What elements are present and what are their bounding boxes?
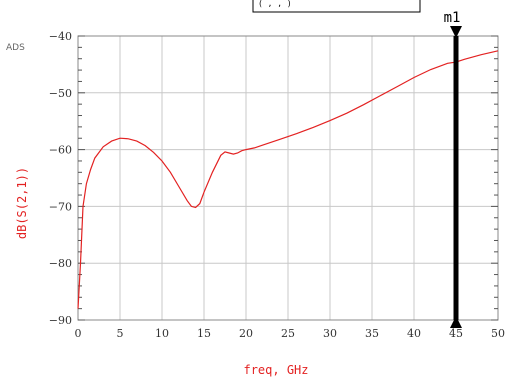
x-tick-label: 35 bbox=[365, 327, 379, 340]
marker-label: m1 bbox=[444, 10, 461, 26]
y-tick-label: −60 bbox=[49, 144, 72, 157]
plot-frame bbox=[77, 35, 499, 321]
series-line bbox=[77, 50, 499, 309]
y-axis-label: dB(S(2,1)) bbox=[15, 167, 29, 239]
x-axis-label: freq, GHz bbox=[243, 363, 308, 377]
x-tick-label: 20 bbox=[239, 327, 253, 340]
ads-label: ADS bbox=[6, 43, 25, 53]
y-tick-label: −80 bbox=[49, 257, 72, 270]
y-tick-label: −40 bbox=[49, 30, 72, 43]
x-tick-label: 0 bbox=[75, 327, 82, 340]
x-tick-labels: 0 5 10 15 20 25 30 35 40 45 50 bbox=[75, 327, 506, 340]
y-tick-labels: −40 −50 −60 −70 −80 −90 bbox=[49, 30, 72, 327]
x-tick-label: 50 bbox=[491, 327, 505, 340]
marker-bottom-triangle-icon[interactable] bbox=[450, 316, 462, 328]
y-tick-label: −90 bbox=[49, 314, 72, 327]
x-tick-label: 25 bbox=[281, 327, 295, 340]
marker-m1[interactable]: m1 bbox=[444, 10, 462, 328]
y-tick-label: −70 bbox=[49, 200, 72, 213]
x-tick-label: 15 bbox=[197, 327, 211, 340]
x-tick-label: 10 bbox=[155, 327, 169, 340]
marker-top-triangle-icon[interactable] bbox=[450, 26, 462, 38]
x-tick-label: 45 bbox=[449, 327, 463, 340]
x-tick-label: 40 bbox=[407, 327, 421, 340]
y-tick-label: −50 bbox=[49, 87, 72, 100]
grid bbox=[77, 35, 499, 321]
top-info-box bbox=[252, 0, 421, 13]
tick-marks bbox=[78, 35, 498, 321]
top-info-text: ( , , ) bbox=[258, 0, 292, 8]
x-tick-label: 5 bbox=[117, 327, 124, 340]
x-tick-label: 30 bbox=[323, 327, 337, 340]
